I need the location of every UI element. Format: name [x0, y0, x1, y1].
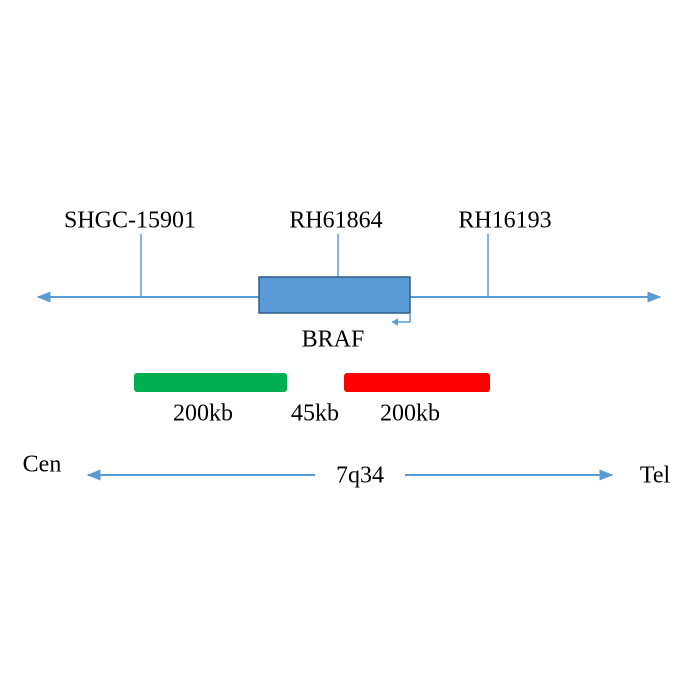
gene-direction-head [392, 318, 398, 326]
probe-bar [344, 373, 490, 392]
centromere-label: Cen [23, 452, 62, 478]
probe-label: 200kb [380, 401, 440, 427]
marker-label: RH61864 [289, 208, 382, 234]
band-label: 7q34 [336, 463, 384, 489]
marker-label: SHGC-15901 [64, 208, 196, 234]
probe-label: 200kb [173, 401, 233, 427]
telomere-label: Tel [640, 463, 671, 489]
gene-box [258, 276, 411, 314]
gene-label: BRAF [302, 327, 365, 353]
marker-label: RH16193 [458, 208, 551, 234]
gap-label: 45kb [291, 401, 339, 427]
probe-bar [134, 373, 287, 392]
